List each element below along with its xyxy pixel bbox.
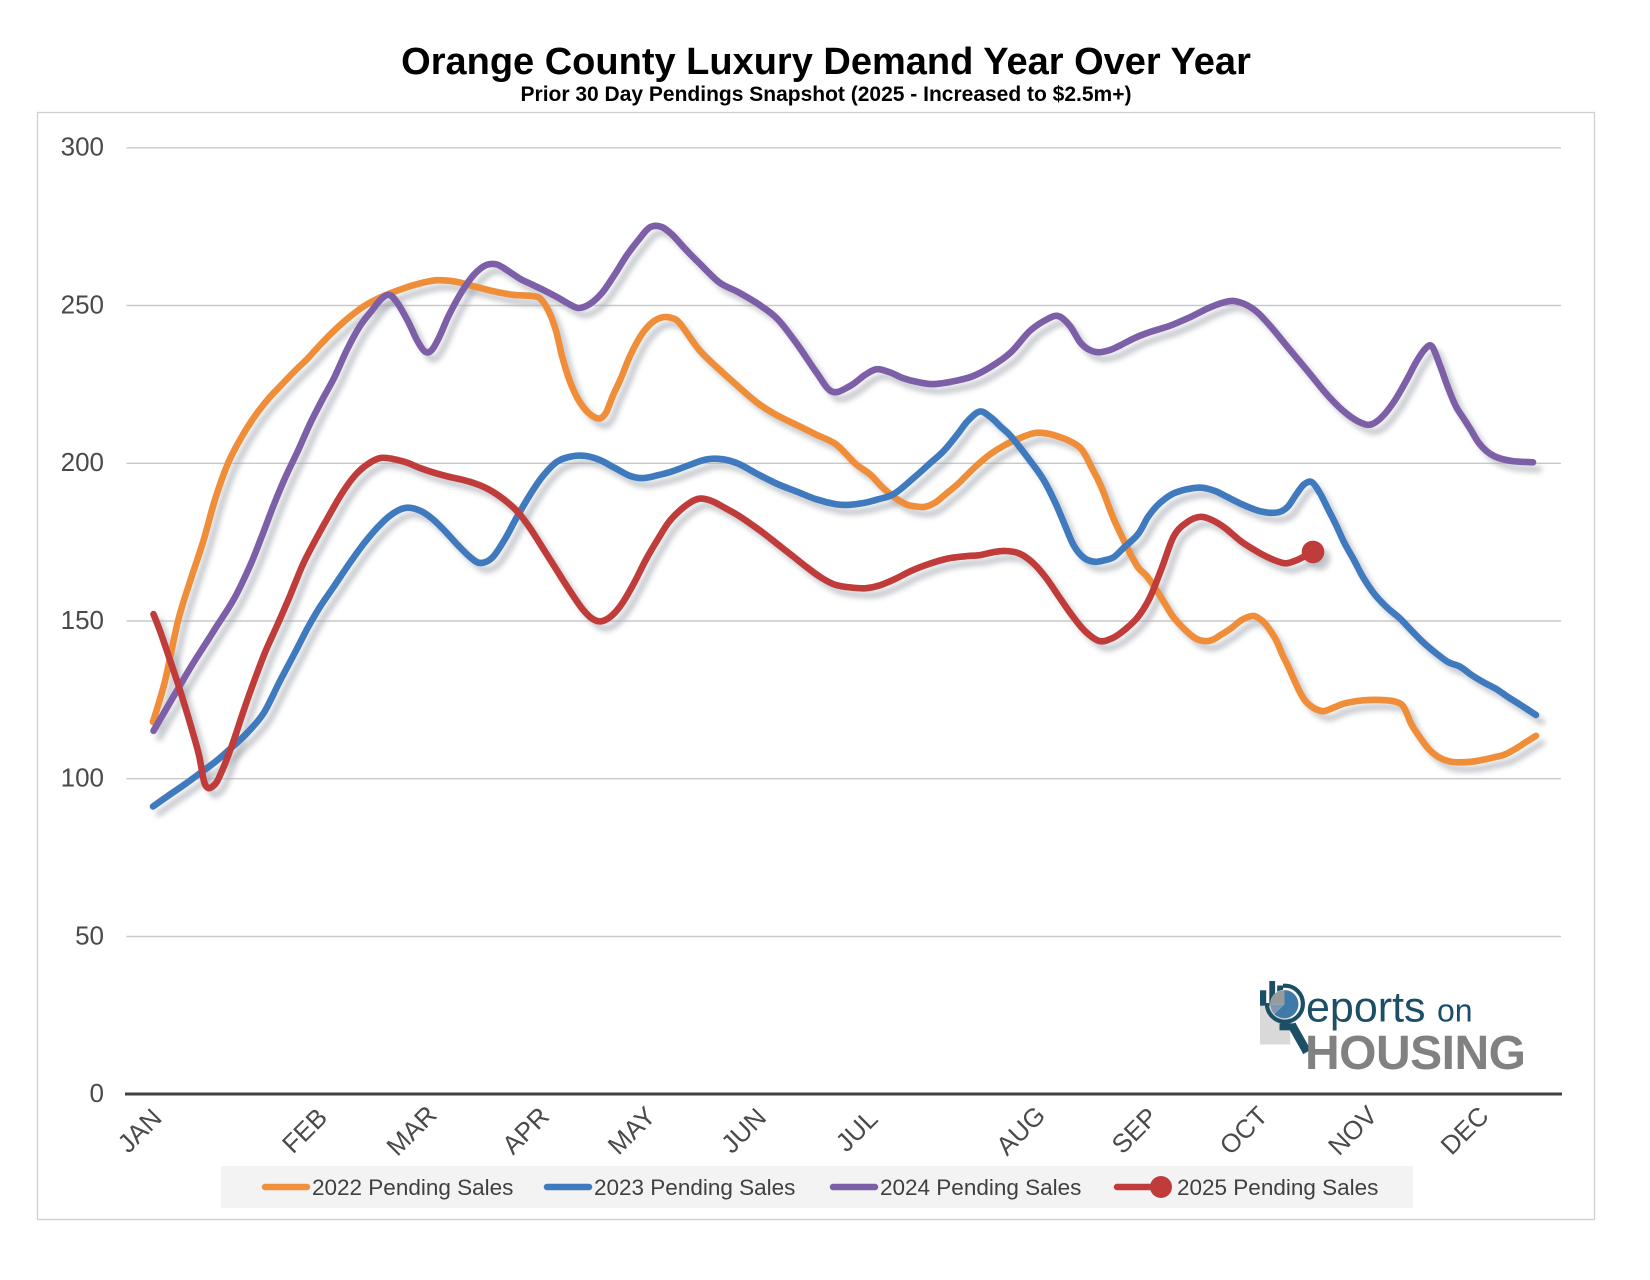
svg-text:100: 100 (61, 763, 104, 793)
svg-text:on: on (1437, 993, 1473, 1029)
svg-text:300: 300 (61, 132, 104, 162)
svg-text:HOUSING: HOUSING (1305, 1027, 1526, 1080)
svg-text:2025 Pending Sales: 2025 Pending Sales (1177, 1175, 1378, 1200)
svg-text:250: 250 (61, 289, 104, 319)
svg-text:Prior 30 Day Pendings Snapshot: Prior 30 Day Pendings Snapshot (2025 - I… (521, 83, 1132, 106)
svg-text:2023 Pending Sales: 2023 Pending Sales (594, 1175, 795, 1200)
svg-text:2024 Pending Sales: 2024 Pending Sales (880, 1175, 1081, 1200)
svg-text:200: 200 (61, 447, 104, 477)
svg-text:50: 50 (75, 920, 104, 950)
svg-text:2022 Pending Sales: 2022 Pending Sales (312, 1175, 513, 1200)
svg-text:0: 0 (90, 1078, 104, 1108)
svg-text:eports: eports (1306, 984, 1426, 1032)
svg-text:150: 150 (61, 605, 104, 635)
svg-text:Orange County Luxury Demand Ye: Orange County Luxury Demand Year Over Ye… (401, 41, 1251, 83)
